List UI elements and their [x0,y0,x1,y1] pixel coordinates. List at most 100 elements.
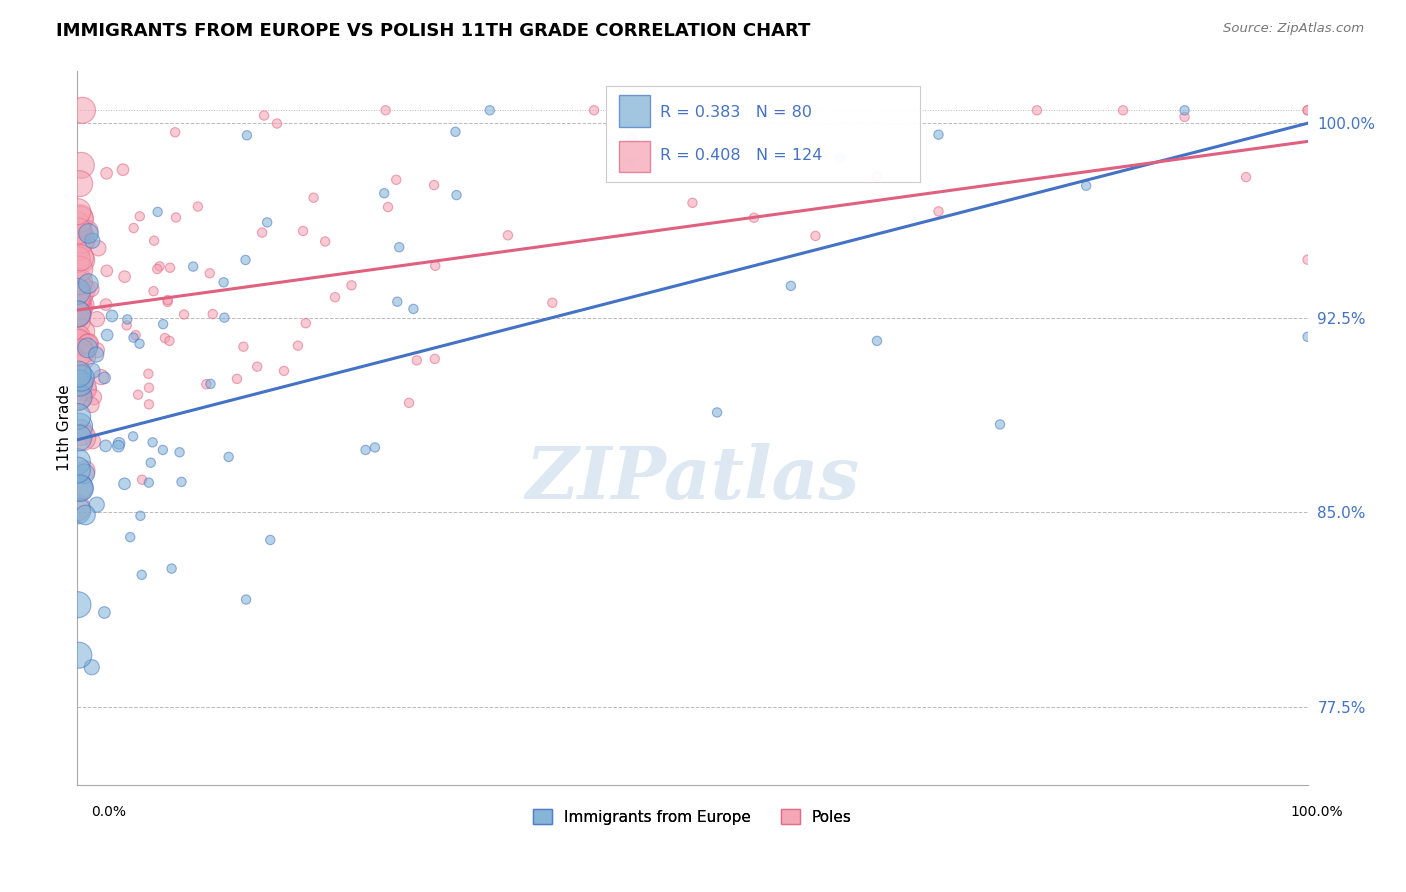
Point [266,116,288,130]
Point [96,328,118,343]
Point [73,298,96,312]
Point [80,660,103,674]
Point [114,269,136,284]
Point [86,498,108,512]
Point [374,103,396,118]
Point [1174,110,1197,124]
Point [496,228,519,243]
Point [82,234,104,248]
Point [122,330,145,344]
Point [69,376,91,391]
Text: IMMIGRANTS FROM EUROPE VS POLISH 11TH GRADE CORRELATION CHART: IMMIGRANTS FROM EUROPE VS POLISH 11TH GR… [56,22,811,40]
Point [66,500,89,515]
Point [93,606,115,620]
Point [170,475,193,489]
Point [66,276,89,290]
Point [1296,103,1319,118]
Point [69,212,91,227]
Point [76,383,98,397]
Point [377,200,399,214]
Point [115,318,138,333]
Point [86,312,108,326]
Point [82,434,104,449]
Point [173,308,195,322]
Point [1112,103,1135,118]
Point [67,648,90,663]
Point [232,340,254,354]
Point [218,450,240,464]
Point [66,241,89,255]
Point [1174,103,1197,118]
Point [128,210,150,224]
Point [69,481,91,495]
Point [77,227,100,241]
Point [67,367,90,381]
Point [83,390,105,404]
Point [77,336,100,351]
Y-axis label: 11th Grade: 11th Grade [56,384,72,472]
Point [70,371,93,385]
Point [69,262,91,277]
Point [340,278,363,293]
Point [131,473,153,487]
Point [253,109,276,123]
Point [114,476,136,491]
Point [201,307,224,321]
Point [70,253,93,268]
Point [323,290,346,304]
Point [69,345,91,359]
Point [69,211,91,225]
Point [928,204,950,219]
Point [181,260,204,274]
Point [866,334,889,348]
Point [69,419,91,434]
Point [388,240,411,254]
Point [153,331,176,345]
Point [111,162,134,177]
Point [620,154,643,169]
Point [804,228,827,243]
Point [66,454,89,468]
Point [67,431,90,445]
Point [273,364,295,378]
Point [138,367,160,381]
Point [256,215,278,229]
Point [66,293,89,308]
Point [127,387,149,401]
Point [830,151,852,165]
Point [67,480,90,494]
Point [402,301,425,316]
Point [66,307,89,321]
Point [77,277,100,291]
Point [142,435,165,450]
Point [742,211,765,225]
Point [159,334,181,348]
Point [149,260,172,274]
Point [93,371,115,385]
Point [385,173,408,187]
Point [72,103,94,118]
Point [70,233,93,247]
Point [66,368,89,383]
Point [69,482,91,496]
Point [76,341,98,355]
Point [138,381,160,395]
Point [706,405,728,419]
Point [67,224,90,238]
Point [67,376,90,390]
Point [131,567,153,582]
Point [165,125,187,139]
Point [354,442,377,457]
Point [66,335,89,350]
Point [988,417,1011,432]
Point [67,390,90,404]
Point [69,177,91,191]
Legend: Immigrants from Europe, Poles: Immigrants from Europe, Poles [527,803,858,830]
Point [67,390,90,404]
Point [160,561,183,575]
Point [169,445,191,459]
Point [66,285,89,299]
Point [66,314,89,328]
Point [187,200,209,214]
Point [152,442,174,457]
